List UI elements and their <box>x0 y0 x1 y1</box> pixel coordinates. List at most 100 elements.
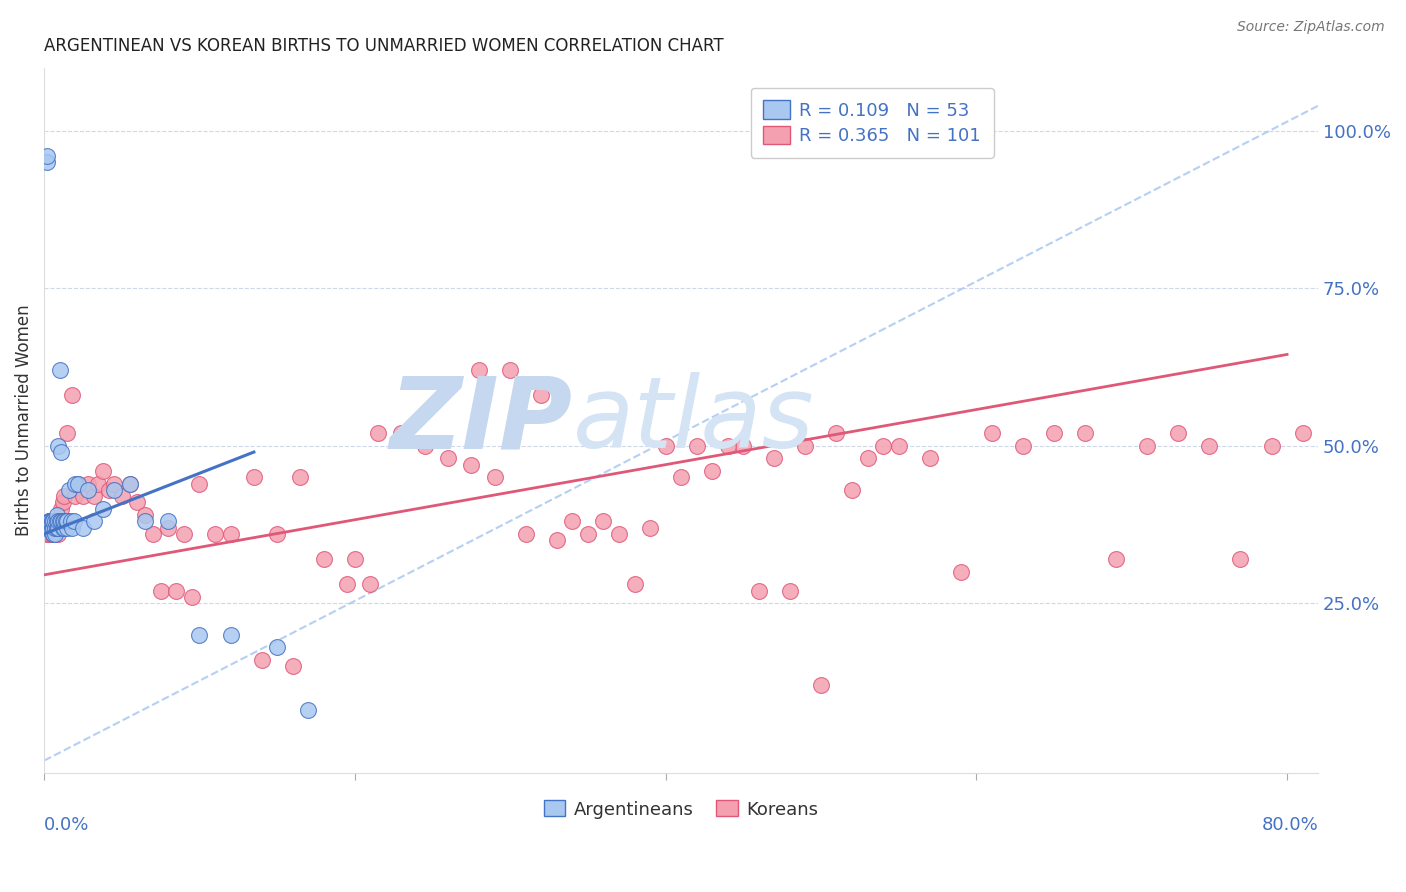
Point <box>359 577 381 591</box>
Point <box>468 363 491 377</box>
Point <box>45 508 67 522</box>
Point <box>56 514 79 528</box>
Point <box>46 521 69 535</box>
Point <box>1198 439 1220 453</box>
Point <box>39 514 62 528</box>
Point <box>46 527 69 541</box>
Point <box>67 476 90 491</box>
Y-axis label: Births to Unmarried Women: Births to Unmarried Women <box>15 305 32 536</box>
Point <box>55 514 77 528</box>
Point <box>42 527 65 541</box>
Point <box>607 527 630 541</box>
Point <box>44 514 66 528</box>
Point <box>157 521 180 535</box>
Point <box>1291 426 1313 441</box>
Point <box>1012 439 1035 453</box>
Point <box>685 439 707 453</box>
Point <box>44 521 66 535</box>
Point <box>51 501 73 516</box>
Point <box>127 495 149 509</box>
Point <box>44 521 66 535</box>
Point <box>91 464 114 478</box>
Point <box>856 451 879 466</box>
Point <box>60 388 83 402</box>
Point <box>623 577 645 591</box>
Point <box>779 583 801 598</box>
Text: ZIP: ZIP <box>389 372 572 469</box>
Point <box>499 363 522 377</box>
Point <box>39 521 62 535</box>
Point <box>51 514 73 528</box>
Text: Source: ZipAtlas.com: Source: ZipAtlas.com <box>1237 20 1385 34</box>
Point <box>219 628 242 642</box>
Point <box>46 439 69 453</box>
Point <box>391 426 413 441</box>
Point <box>825 426 848 441</box>
Point <box>134 514 156 528</box>
Text: ARGENTINEAN VS KOREAN BIRTHS TO UNMARRIED WOMEN CORRELATION CHART: ARGENTINEAN VS KOREAN BIRTHS TO UNMARRIE… <box>44 37 724 55</box>
Point <box>460 458 482 472</box>
Point <box>38 514 60 528</box>
Point <box>45 521 67 535</box>
Point <box>748 583 770 598</box>
Point <box>592 514 614 528</box>
Point <box>1229 552 1251 566</box>
Point <box>41 514 63 528</box>
Point <box>56 521 79 535</box>
Point <box>118 476 141 491</box>
Point <box>44 527 66 541</box>
Point <box>949 565 972 579</box>
Point <box>34 521 56 535</box>
Point <box>872 439 894 453</box>
Point <box>297 703 319 717</box>
Point <box>188 628 211 642</box>
Point <box>266 527 288 541</box>
Point <box>59 514 82 528</box>
Point <box>290 470 312 484</box>
Point <box>38 514 60 528</box>
Point <box>52 495 75 509</box>
Point <box>63 489 86 503</box>
Point <box>58 483 80 497</box>
Point <box>266 640 288 655</box>
Point <box>41 521 63 535</box>
Point <box>1136 439 1159 453</box>
Point <box>157 514 180 528</box>
Point <box>219 527 242 541</box>
Point <box>39 527 62 541</box>
Point <box>918 451 941 466</box>
Point <box>530 388 553 402</box>
Point <box>72 489 94 503</box>
Point <box>44 527 66 541</box>
Point <box>60 521 83 535</box>
Point <box>98 483 121 497</box>
Point <box>39 521 62 535</box>
Text: 0.0%: 0.0% <box>44 815 90 833</box>
Point <box>1167 426 1189 441</box>
Point <box>638 521 661 535</box>
Point <box>76 476 98 491</box>
Point <box>887 439 910 453</box>
Point <box>53 521 76 535</box>
Point <box>763 451 786 466</box>
Point <box>46 514 69 528</box>
Point <box>72 521 94 535</box>
Point <box>717 439 740 453</box>
Point <box>48 521 70 535</box>
Point <box>413 439 436 453</box>
Point <box>38 527 60 541</box>
Point <box>45 521 67 535</box>
Point <box>91 501 114 516</box>
Point <box>76 483 98 497</box>
Point <box>103 476 125 491</box>
Point <box>149 583 172 598</box>
Point <box>34 527 56 541</box>
Point <box>42 521 65 535</box>
Point <box>165 583 187 598</box>
Point <box>52 514 75 528</box>
Point <box>1260 439 1282 453</box>
Point <box>56 426 79 441</box>
Point <box>576 527 599 541</box>
Point <box>48 514 70 528</box>
Text: 80.0%: 80.0% <box>1261 815 1319 833</box>
